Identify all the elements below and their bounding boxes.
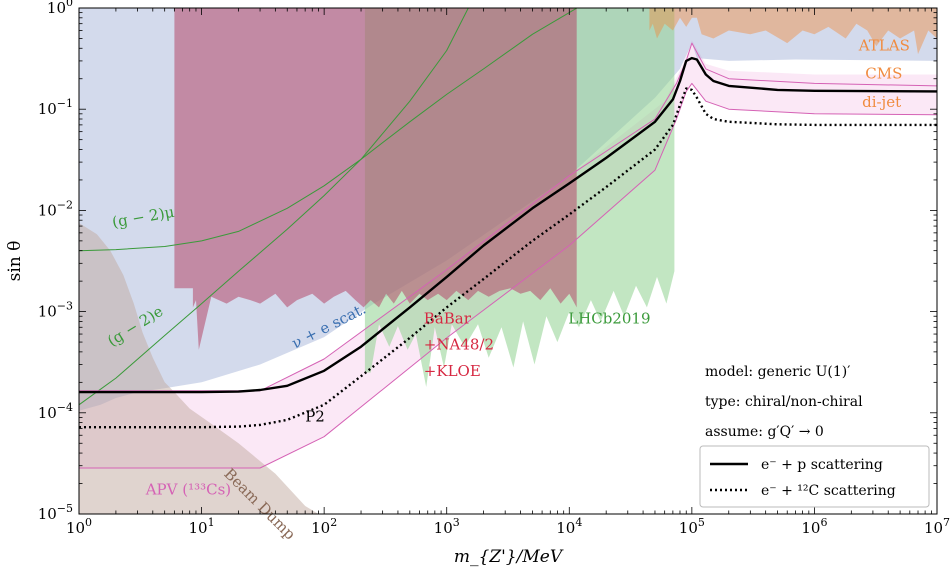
label-babar_label_1: BaBar (424, 310, 472, 328)
y-axis-label: sin θ (5, 241, 25, 282)
label-p2_label: P2 (305, 408, 325, 426)
line-ep (79, 56, 937, 394)
label-babar_label_3: +KLOE (424, 362, 481, 380)
label-atlas_label: ATLAS (858, 37, 910, 55)
line-pv_lower_pink (79, 82, 937, 469)
info-type: type: chiral/non-chiral (705, 394, 863, 410)
legend-frame (699, 445, 930, 508)
x-tick-label: 107 (924, 516, 950, 537)
y-tick-label: 10−5 (38, 502, 73, 523)
plot-frame (78, 7, 938, 515)
y-tick-label: 100 (47, 0, 73, 17)
axis-ticks: 100 101 102 103 104 105 106 107 10−5 10−4 10−3 10−2… (38, 0, 950, 537)
region-beam_dump (79, 223, 319, 514)
line-c12 (79, 87, 937, 429)
x-tick-label: 101 (189, 516, 215, 537)
x-tick-label: 105 (679, 516, 705, 537)
y-tick-label: 10−2 (38, 198, 73, 219)
line-gm2e (79, 8, 469, 406)
y-tick-label: 10−1 (38, 97, 73, 118)
info-assume: assume: g′Q′ → 0 (705, 424, 824, 440)
legend: e⁻ + p scattering e⁻ + ¹²C scattering (699, 445, 930, 508)
x-axis-label: m_{Z'}/MeV (454, 547, 564, 567)
label-apv_label: APV (¹³³Cs) (145, 481, 231, 499)
x-tick-label: 106 (801, 516, 827, 537)
info-model: model: generic U(1)′ (705, 364, 850, 380)
label-dijet_label: di-jet (862, 93, 901, 111)
y-tick-label: 10−3 (38, 300, 73, 321)
x-tick-label: 100 (66, 516, 92, 537)
label-cms_label: CMS (865, 65, 902, 83)
y-tick-label: 10−4 (38, 401, 73, 422)
label-babar_label_2: +NA48/2 (424, 336, 494, 354)
x-tick-label: 104 (556, 516, 582, 537)
x-tick-label: 102 (311, 516, 337, 537)
region-babar (174, 8, 577, 350)
sensitivity-curves (79, 8, 937, 469)
legend-label: e⁻ + ¹²C scattering (761, 483, 896, 499)
x-tick-label: 103 (434, 516, 460, 537)
exclusion-regions (79, 8, 937, 514)
region-atlas_cms (649, 8, 937, 55)
line-pv_upper_pink (79, 42, 937, 392)
label-lhcb_label: LHCb2019 (568, 310, 650, 328)
info-box: model: generic U(1)′ type: chiral/non-ch… (705, 364, 863, 440)
legend-label: e⁻ + p scattering (761, 457, 883, 473)
